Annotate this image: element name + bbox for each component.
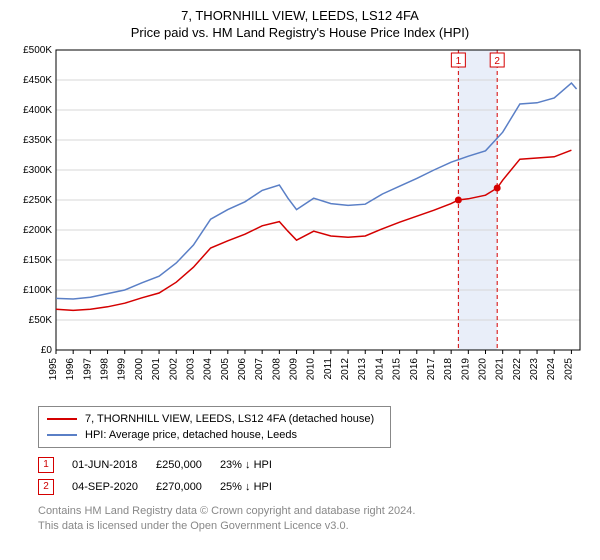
- svg-text:2016: 2016: [409, 358, 420, 381]
- legend-item-hpi: HPI: Average price, detached house, Leed…: [47, 427, 382, 443]
- footer-line-2: This data is licensed under the Open Gov…: [38, 519, 592, 534]
- chart-title-block: 7, THORNHILL VIEW, LEEDS, LS12 4FA Price…: [8, 8, 592, 40]
- callout-delta-2: 25% ↓ HPI: [220, 476, 290, 498]
- chart-title-1: 7, THORNHILL VIEW, LEEDS, LS12 4FA: [8, 8, 592, 23]
- svg-text:£400K: £400K: [23, 105, 52, 116]
- svg-text:2019: 2019: [460, 358, 471, 381]
- svg-text:£350K: £350K: [23, 135, 52, 146]
- callout-delta-1: 23% ↓ HPI: [220, 454, 290, 476]
- svg-text:£0: £0: [41, 345, 53, 356]
- svg-text:1998: 1998: [100, 358, 111, 381]
- chart-title-2: Price paid vs. HM Land Registry's House …: [8, 25, 592, 40]
- legend-swatch-hpi: [47, 434, 77, 436]
- svg-text:2014: 2014: [374, 358, 385, 381]
- svg-text:1: 1: [456, 56, 462, 67]
- svg-text:£500K: £500K: [23, 45, 52, 56]
- svg-text:2025: 2025: [563, 358, 574, 381]
- svg-text:2010: 2010: [306, 358, 317, 381]
- callout-date-2: 04-SEP-2020: [72, 476, 156, 498]
- callout-price-1: £250,000: [156, 454, 220, 476]
- svg-text:£100K: £100K: [23, 285, 52, 296]
- svg-text:2: 2: [494, 56, 500, 67]
- svg-text:£150K: £150K: [23, 255, 52, 266]
- price-chart: £0 £50K £100K £150K £200K £250K £300K £350K £400…: [8, 40, 588, 400]
- callout-row-1: 1 01-JUN-2018 £250,000 23% ↓ HPI: [38, 454, 290, 476]
- svg-text:2022: 2022: [512, 358, 523, 381]
- svg-text:2004: 2004: [203, 358, 214, 381]
- svg-text:2021: 2021: [495, 358, 506, 381]
- attribution-footer: Contains HM Land Registry data © Crown c…: [38, 504, 592, 534]
- svg-text:£200K: £200K: [23, 225, 52, 236]
- transaction-callouts: 1 01-JUN-2018 £250,000 23% ↓ HPI 2 04-SE…: [38, 454, 592, 498]
- svg-text:1999: 1999: [117, 358, 128, 381]
- svg-text:2002: 2002: [168, 358, 179, 381]
- svg-text:2001: 2001: [151, 358, 162, 381]
- svg-text:2017: 2017: [426, 358, 437, 381]
- chart-legend: 7, THORNHILL VIEW, LEEDS, LS12 4FA (deta…: [38, 406, 391, 448]
- svg-text:2012: 2012: [340, 358, 351, 381]
- svg-text:£300K: £300K: [23, 165, 52, 176]
- svg-text:2005: 2005: [220, 358, 231, 381]
- svg-text:2023: 2023: [529, 358, 540, 381]
- svg-text:2024: 2024: [546, 358, 557, 381]
- svg-text:2015: 2015: [392, 358, 403, 381]
- legend-swatch-subject: [47, 418, 77, 420]
- svg-text:2008: 2008: [271, 358, 282, 381]
- svg-text:£250K: £250K: [23, 195, 52, 206]
- svg-text:2006: 2006: [237, 358, 248, 381]
- svg-text:2020: 2020: [478, 358, 489, 381]
- svg-text:2003: 2003: [185, 358, 196, 381]
- svg-text:2009: 2009: [289, 358, 300, 381]
- svg-text:1995: 1995: [48, 358, 59, 381]
- svg-text:2007: 2007: [254, 358, 265, 381]
- callout-badge-1: 1: [38, 457, 54, 473]
- legend-label-hpi: HPI: Average price, detached house, Leed…: [85, 429, 297, 441]
- callout-badge-2: 2: [38, 479, 54, 495]
- legend-item-subject: 7, THORNHILL VIEW, LEEDS, LS12 4FA (deta…: [47, 411, 382, 427]
- svg-text:2013: 2013: [357, 358, 368, 381]
- svg-text:2011: 2011: [323, 358, 334, 380]
- legend-label-subject: 7, THORNHILL VIEW, LEEDS, LS12 4FA (deta…: [85, 413, 374, 425]
- svg-text:1996: 1996: [65, 358, 76, 381]
- svg-text:2018: 2018: [443, 358, 454, 381]
- svg-text:£450K: £450K: [23, 75, 52, 86]
- svg-text:£50K: £50K: [29, 315, 53, 326]
- footer-line-1: Contains HM Land Registry data © Crown c…: [38, 504, 592, 519]
- callout-price-2: £270,000: [156, 476, 220, 498]
- svg-text:2000: 2000: [134, 358, 145, 381]
- callout-row-2: 2 04-SEP-2020 £270,000 25% ↓ HPI: [38, 476, 290, 498]
- callout-date-1: 01-JUN-2018: [72, 454, 156, 476]
- svg-text:1997: 1997: [82, 358, 93, 381]
